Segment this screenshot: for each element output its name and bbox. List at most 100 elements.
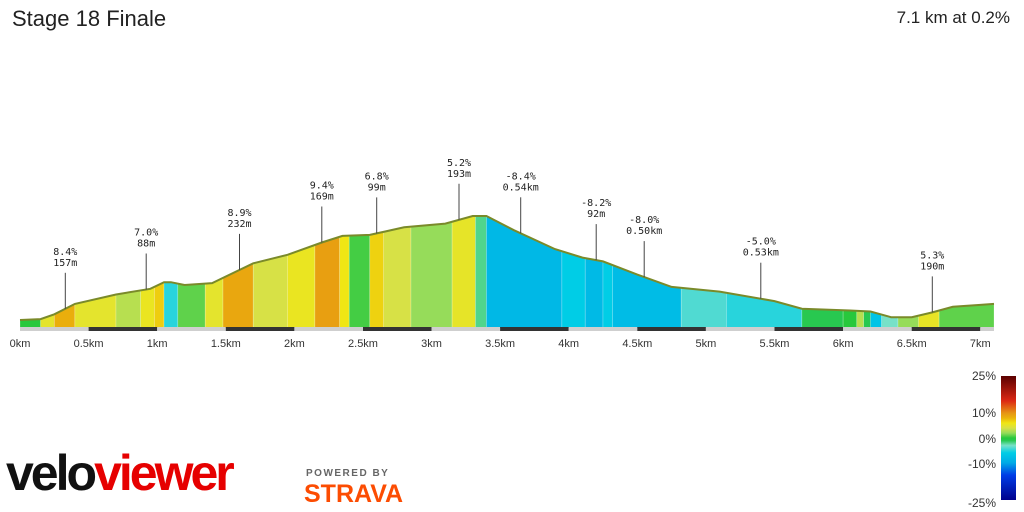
chart-title: Stage 18 Finale — [12, 6, 167, 31]
gradient-segment — [163, 281, 179, 329]
gradient-segment — [314, 236, 340, 329]
strava-logo: STRAVA — [304, 480, 404, 508]
profile-outline — [19, 215, 995, 321]
gradient-segment — [475, 215, 487, 329]
x-tick-label: 7km — [970, 338, 991, 350]
legend-label: 25% — [972, 369, 996, 383]
annotation-grade: 7.0% — [134, 228, 158, 239]
gradient-segment — [726, 292, 803, 329]
annotation-length: 232m — [227, 219, 251, 230]
distance-bar-segment — [843, 327, 912, 331]
gradient-segment — [842, 309, 858, 329]
gradient-segment — [177, 283, 206, 329]
distance-bar-segment — [157, 327, 226, 331]
gradient-segment — [369, 231, 384, 329]
gradient-legend: 25% 10% 0% -10% -25% — [968, 369, 1016, 510]
legend-label: 10% — [972, 406, 996, 420]
gradient-segment — [204, 277, 224, 329]
annotation-grade: -8.4% — [506, 171, 536, 182]
legend-color-bar — [1001, 376, 1016, 500]
gradient-segment — [140, 286, 155, 329]
x-tick-label: 1km — [147, 338, 168, 350]
gradient-segment — [287, 244, 316, 329]
gradient-segment — [451, 215, 476, 329]
x-tick-label: 5km — [696, 338, 717, 350]
distance-bar-segment — [500, 327, 569, 331]
annotation-length: 88m — [137, 239, 155, 250]
climb-annotations: 8.4%157m 7.0%88m 8.9%232m 9.4%169m 6.8%99m 5.… — [53, 158, 944, 313]
x-tick-label: 2.5km — [348, 338, 378, 350]
gradient-segment — [154, 281, 165, 329]
gradient-segment — [410, 221, 453, 329]
x-tick-label: 2km — [284, 338, 305, 350]
x-tick-label: 5.5km — [760, 338, 790, 350]
veloviewer-logo: veloviewer — [6, 445, 235, 501]
annotation-length: 190m — [920, 261, 944, 272]
annotation-length: 92m — [587, 209, 605, 220]
annotation-length: 0.53km — [743, 248, 779, 259]
gradient-segment — [222, 262, 254, 329]
legend-label: -25% — [968, 496, 996, 510]
annotation-length: 193m — [447, 169, 471, 180]
gradient-segment — [486, 215, 563, 329]
distance-bar-segment — [637, 327, 706, 331]
gradient-segment — [339, 235, 350, 329]
x-axis-ticks: 0km 0.5km 1km 1.5km 2km 2.5km 3km 3.5km 4km 4.5km… — [10, 338, 991, 350]
gradient-segment — [801, 308, 844, 329]
x-tick-label: 1.5km — [211, 338, 241, 350]
gradient-segment — [115, 290, 141, 329]
powered-by-label: POWERED BY — [306, 468, 390, 479]
distance-bar-segment — [774, 327, 844, 331]
gradient-segment — [863, 310, 871, 329]
annotation-length: 0.50km — [626, 226, 662, 237]
gradient-segment — [612, 264, 682, 329]
x-tick-label: 3.5km — [485, 338, 515, 350]
logo-part-velo: velo — [6, 445, 97, 501]
x-tick-label: 6.5km — [897, 338, 927, 350]
annotation-grade: 5.2% — [447, 158, 471, 169]
gradient-segment — [53, 303, 76, 329]
distance-bar-segment — [911, 327, 981, 331]
distance-bar-segment — [363, 327, 432, 331]
distance-bar-segment — [980, 327, 994, 331]
gradient-segment — [348, 234, 371, 329]
annotation-length: 99m — [368, 182, 386, 193]
gradient-segment — [584, 257, 604, 329]
distance-bar — [20, 327, 994, 331]
x-tick-label: 4km — [558, 338, 579, 350]
gradient-segment — [383, 226, 412, 329]
annotation-grade: -5.0% — [746, 237, 776, 248]
legend-label: 0% — [979, 432, 997, 446]
annotation-length: 157m — [53, 258, 77, 269]
distance-bar-segment — [88, 327, 158, 331]
annotation-grade: 6.8% — [365, 171, 389, 182]
annotation-grade: 8.4% — [53, 247, 77, 258]
logo-part-viewer: viewer — [94, 445, 235, 501]
profile-segments — [19, 215, 995, 329]
annotation-grade: 5.3% — [920, 250, 944, 261]
x-tick-label: 4.5km — [622, 338, 652, 350]
gradient-segment — [680, 287, 727, 329]
x-tick-label: 0.5km — [74, 338, 104, 350]
distance-bar-segment — [20, 327, 89, 331]
gradient-segment — [252, 254, 288, 329]
distance-bar-segment — [225, 327, 295, 331]
annotation-grade: -8.0% — [629, 215, 659, 226]
distance-bar-segment — [705, 327, 775, 331]
annotation-grade: 8.9% — [227, 208, 251, 219]
x-tick-label: 0km — [10, 338, 31, 350]
gradient-segment — [856, 310, 865, 329]
gradient-segment — [602, 260, 613, 329]
annotation-length: 0.54km — [503, 182, 539, 193]
annotation-grade: -8.2% — [581, 198, 611, 209]
annotation-grade: 9.4% — [310, 181, 334, 192]
route-summary: 7.1 km at 0.2% — [896, 8, 1010, 27]
x-tick-label: 3km — [421, 338, 442, 350]
x-tick-label: 6km — [833, 338, 854, 350]
distance-bar-segment — [568, 327, 638, 331]
distance-bar-segment — [294, 327, 363, 331]
legend-label: -10% — [968, 457, 996, 471]
gradient-segment — [561, 250, 586, 329]
annotation-length: 169m — [310, 192, 334, 203]
